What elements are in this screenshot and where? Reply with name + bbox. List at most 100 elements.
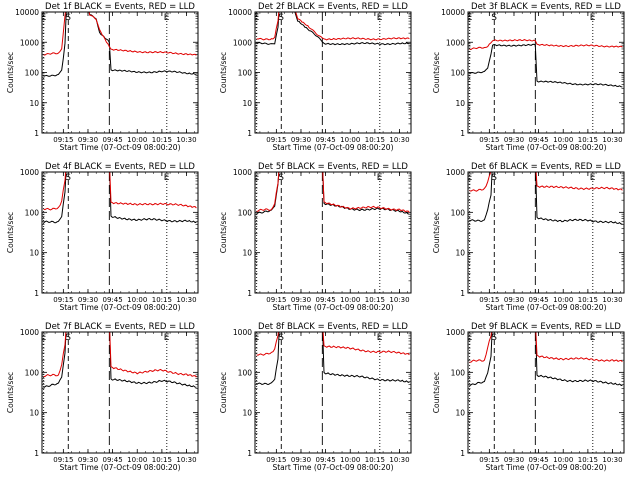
y-tick-label: 1 — [247, 449, 252, 458]
y-tick-label: 1000 — [20, 328, 39, 337]
series-line-red — [256, 12, 410, 41]
y-tick-label: 1000 — [20, 168, 39, 177]
x-tick-label: 10:00 — [553, 136, 573, 144]
marker-label: E — [377, 173, 383, 183]
x-tick-label: 09:30 — [291, 296, 311, 304]
y-tick-label: 1000 — [233, 328, 252, 337]
panel-title: Det 5f BLACK = Events, RED = LLD — [258, 162, 408, 172]
marker-label: S — [278, 13, 284, 23]
plot-frame — [467, 331, 625, 454]
x-tick-label: 09:30 — [78, 296, 98, 304]
x-tick-label: 09:15 — [53, 296, 73, 304]
x-tick-label: 10:15 — [365, 136, 385, 144]
marker-label: E — [164, 173, 170, 183]
marker-label: E — [467, 173, 473, 183]
marker-label: S — [491, 13, 497, 23]
marker-label: S — [491, 173, 497, 183]
x-tick-label: 09:45 — [529, 136, 549, 144]
y-axis-label: Counts/sec — [219, 372, 228, 413]
y-tick-label: 1 — [34, 289, 39, 298]
y-tick-label: 10 — [455, 249, 465, 258]
series-line-black — [256, 12, 410, 46]
panel-title: Det 8f BLACK = Events, RED = LLD — [258, 322, 408, 332]
y-axis-label: Counts/sec — [432, 212, 441, 253]
x-tick-label: 10:00 — [127, 456, 147, 464]
y-tick-label: 1000 — [233, 38, 252, 47]
x-tick-label: 10:00 — [127, 296, 147, 304]
series-line-red — [43, 12, 197, 56]
y-tick-label: 10 — [29, 409, 39, 418]
x-tick-label: 10:15 — [365, 456, 385, 464]
y-tick-label: 100 — [451, 69, 466, 78]
x-tick-label: 10:15 — [152, 136, 172, 144]
y-tick-label: 100 — [238, 69, 253, 78]
x-tick-label: 10:30 — [389, 456, 409, 464]
x-tick-label: 10:30 — [176, 456, 196, 464]
y-tick-label: 1000 — [446, 328, 465, 337]
x-tick-label: 09:15 — [479, 296, 499, 304]
series-line-red — [43, 172, 197, 211]
y-tick-label: 100 — [25, 69, 40, 78]
y-tick-label: 1 — [460, 449, 465, 458]
x-axis-label: Start Time (07-Oct-09 08:00:20) — [59, 303, 180, 312]
series-line-red — [256, 172, 410, 213]
x-tick-label: 10:00 — [553, 456, 573, 464]
marker-label: E — [377, 333, 383, 343]
series-line-red — [256, 332, 410, 356]
x-tick-label: 10:30 — [602, 296, 622, 304]
x-axis-label: Start Time (07-Oct-09 08:00:20) — [272, 463, 393, 472]
y-axis-label: Counts/sec — [432, 372, 441, 413]
panel-title: Det 3f BLACK = Events, RED = LLD — [471, 2, 621, 12]
series-line-red — [43, 332, 197, 378]
x-tick-label: 10:30 — [602, 136, 622, 144]
marker-label: E — [41, 333, 47, 343]
x-tick-label: 09:15 — [266, 136, 286, 144]
x-tick-label: 10:00 — [553, 296, 573, 304]
y-tick-label: 10 — [455, 409, 465, 418]
marker-label: E — [254, 13, 260, 23]
y-axis-label: Counts/sec — [432, 52, 441, 93]
x-tick-label: 10:15 — [578, 296, 598, 304]
y-axis-label: Counts/sec — [6, 372, 15, 413]
panel-title: Det 4f BLACK = Events, RED = LLD — [45, 162, 195, 172]
plot-frame — [41, 331, 199, 454]
x-tick-label: 09:30 — [291, 456, 311, 464]
marker-label: S — [65, 333, 71, 343]
panel-det-8: Det 8f BLACK = Events, RED = LLD 1 10 100 10… — [219, 322, 412, 472]
y-tick-label: 100 — [451, 208, 466, 217]
x-tick-label: 10:00 — [340, 136, 360, 144]
plot-frame — [41, 171, 199, 294]
plot-frame — [254, 331, 412, 454]
x-tick-label: 09:45 — [529, 296, 549, 304]
x-axis-label: Start Time (07-Oct-09 08:00:20) — [485, 463, 606, 472]
panel-det-6: Det 6f BLACK = Events, RED = LLD 1 10 100 10… — [432, 162, 625, 312]
x-tick-label: 09:30 — [291, 136, 311, 144]
panel-det-2: Det 2f BLACK = Events, RED = LLD 1 10 100 10… — [219, 2, 412, 152]
marker-label: E — [377, 13, 383, 23]
marker-label: E — [41, 173, 47, 183]
marker-label: S — [65, 173, 71, 183]
x-tick-label: 10:00 — [340, 456, 360, 464]
x-axis-label: Start Time (07-Oct-09 08:00:20) — [272, 303, 393, 312]
x-tick-label: 10:15 — [152, 296, 172, 304]
panel-det-1: Det 1f BLACK = Events, RED = LLD 1 10 100 10… — [6, 2, 199, 152]
x-tick-label: 09:15 — [53, 136, 73, 144]
x-tick-label: 09:30 — [78, 456, 98, 464]
y-tick-label: 100 — [451, 368, 466, 377]
series-line-red — [469, 332, 623, 363]
y-tick-label: 10 — [242, 409, 252, 418]
y-tick-label: 1000 — [20, 38, 39, 47]
x-tick-label: 10:30 — [602, 456, 622, 464]
x-tick-label: 09:45 — [103, 296, 123, 304]
panel-det-3: Det 3f BLACK = Events, RED = LLD 1 10 100 10… — [432, 2, 625, 152]
x-tick-label: 10:30 — [176, 296, 196, 304]
panel-title: Det 1f BLACK = Events, RED = LLD — [45, 2, 195, 12]
plot-frame — [467, 11, 625, 134]
y-tick-label: 1 — [34, 129, 39, 138]
panel-title: Det 7f BLACK = Events, RED = LLD — [45, 322, 195, 332]
x-tick-label: 09:30 — [78, 136, 98, 144]
plot-frame — [467, 171, 625, 294]
x-axis-label: Start Time (07-Oct-09 08:00:20) — [272, 143, 393, 152]
y-tick-label: 10 — [29, 99, 39, 108]
y-tick-label: 10 — [242, 249, 252, 258]
